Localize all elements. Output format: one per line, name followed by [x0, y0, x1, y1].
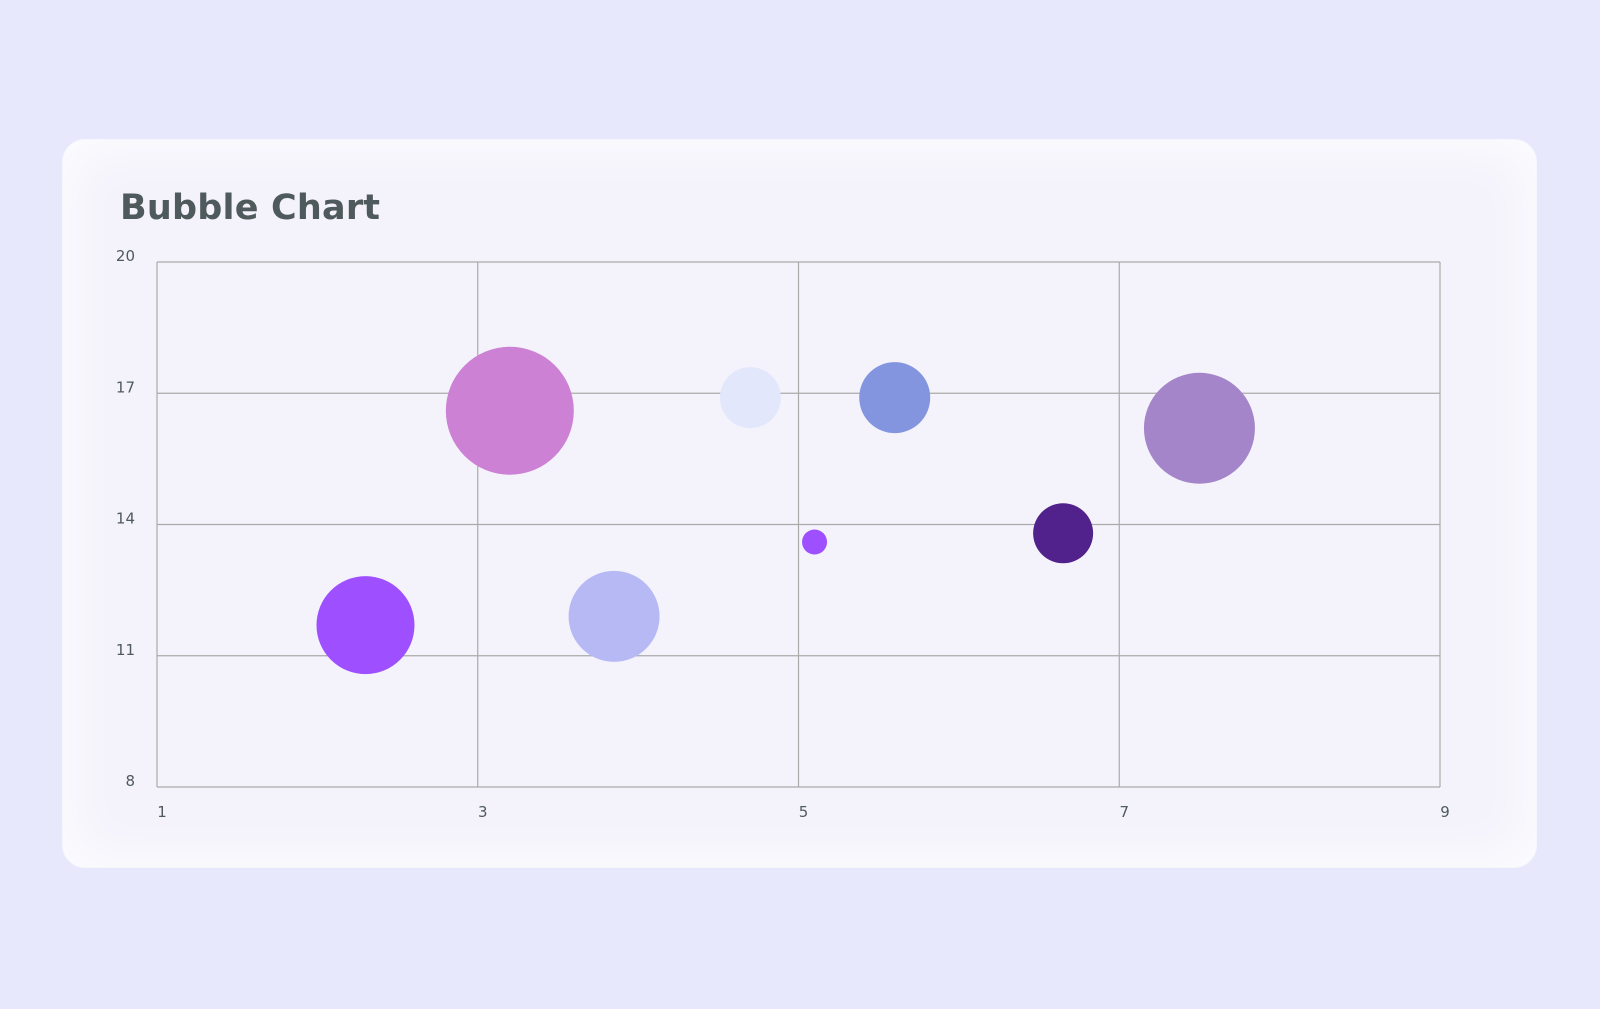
- y-tick-label: 8: [125, 772, 135, 790]
- chart-title: Bubble Chart: [120, 188, 381, 228]
- x-tick-label: 3: [478, 803, 488, 821]
- bubbles: [316, 346, 1255, 675]
- x-tick-label: 1: [157, 803, 167, 821]
- bubble: [859, 362, 931, 434]
- bubble: [719, 367, 781, 429]
- x-tick-label: 7: [1119, 803, 1129, 821]
- y-tick-label: 17: [116, 378, 135, 396]
- y-tick-label: 11: [116, 641, 135, 659]
- chart-card: Bubble Chart: [63, 140, 1536, 867]
- tick-labels: 1 3 5 7 9 8 11 14 17 20: [116, 247, 1450, 821]
- bubble: [316, 576, 415, 675]
- y-tick-label: 14: [116, 510, 135, 528]
- bubble: [1143, 372, 1255, 484]
- x-tick-label: 9: [1440, 803, 1450, 821]
- x-tick-label: 5: [799, 803, 809, 821]
- bubble: [1033, 503, 1094, 564]
- grid: [156, 261, 1441, 788]
- y-tick-label: 20: [116, 247, 135, 265]
- bubble: [568, 570, 660, 662]
- bubble: [445, 346, 574, 475]
- bubble: [802, 529, 828, 555]
